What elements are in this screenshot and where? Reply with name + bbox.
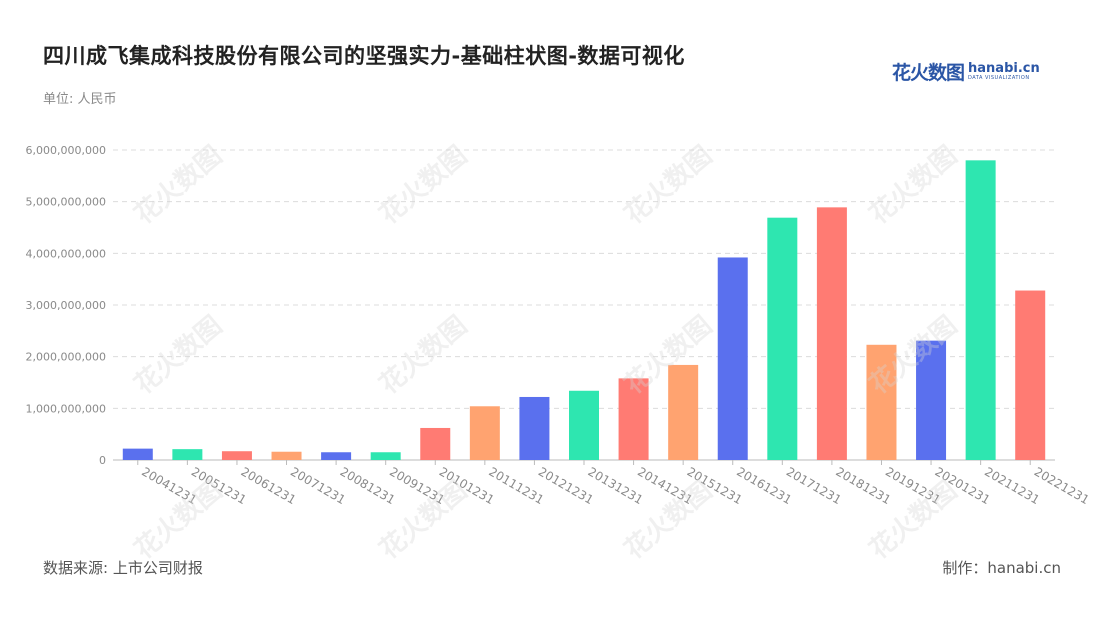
bar [866, 344, 897, 460]
x-tick-label: 20181231 [833, 464, 893, 507]
x-tick-label: 20071231 [288, 464, 348, 507]
bar [321, 452, 352, 460]
logo-en-text: hanabi.cn [968, 60, 1040, 76]
bar [519, 396, 550, 460]
x-tick-label: 20221231 [1032, 464, 1092, 507]
y-tick-label: 1,000,000,000 [26, 402, 106, 415]
bar [916, 340, 947, 460]
x-tick-label: 20151231 [685, 464, 745, 507]
bar [122, 448, 153, 460]
bar [816, 207, 847, 460]
bar [221, 451, 252, 460]
y-tick-label: 4,000,000,000 [26, 247, 106, 260]
x-tick-label: 20111231 [486, 464, 546, 507]
y-tick-label: 3,000,000,000 [26, 299, 106, 312]
x-tick-label: 20211231 [982, 464, 1042, 507]
bar [271, 451, 302, 460]
x-tick-label: 20161231 [734, 464, 794, 507]
bar [420, 427, 451, 460]
bar [1015, 290, 1046, 460]
x-tick-label: 20061231 [238, 464, 298, 507]
x-tick-label: 20171231 [784, 464, 844, 507]
x-tick-label: 20041231 [139, 464, 199, 507]
x-tick-label: 20101231 [437, 464, 497, 507]
y-tick-label: 6,000,000,000 [26, 144, 106, 157]
bar [370, 452, 401, 460]
x-tick-label: 20081231 [338, 464, 398, 507]
brand-logo: 花火数图 hanabi.cn DATA VISUALIZATION [892, 58, 1040, 85]
logo-cn-text: 花火数图 [892, 62, 965, 84]
x-tick-label: 20141231 [635, 464, 695, 507]
bar [469, 406, 500, 460]
bar [618, 378, 649, 460]
y-tick-label: 2,000,000,000 [26, 351, 106, 364]
bar [172, 449, 203, 460]
x-tick-label: 20201231 [933, 464, 993, 507]
x-tick-label: 20131231 [586, 464, 646, 507]
chart-title: 四川成飞集成科技股份有限公司的坚强实力-基础柱状图-数据可视化 [43, 44, 685, 68]
y-tick-label: 0 [99, 454, 106, 467]
bar [717, 257, 748, 460]
bar [965, 160, 996, 461]
y-tick-label: 5,000,000,000 [26, 196, 106, 209]
logo-sub-text: DATA VISUALIZATION [968, 74, 1030, 81]
maker-credit: 制作：hanabi.cn [942, 559, 1061, 577]
x-tick-label: 20121231 [536, 464, 596, 507]
x-tick-label: 20191231 [883, 464, 943, 507]
unit-label: 单位: 人民币 [43, 92, 117, 107]
x-tick-label: 20051231 [189, 464, 249, 507]
data-source: 数据来源: 上市公司财报 [43, 559, 203, 577]
x-tick-label: 20091231 [387, 464, 447, 507]
bar [668, 364, 699, 460]
bar [767, 217, 798, 460]
bar [569, 390, 599, 460]
